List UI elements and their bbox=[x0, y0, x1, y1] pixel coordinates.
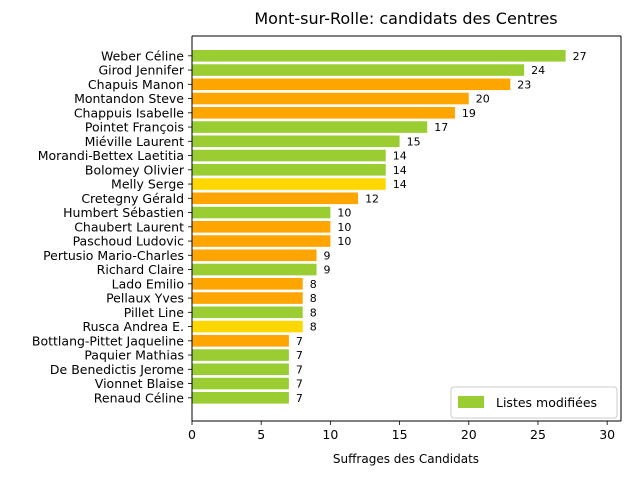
bar-value-label: 10 bbox=[337, 235, 351, 248]
bar bbox=[192, 292, 303, 304]
x-tick-label: 10 bbox=[322, 427, 338, 442]
bar-value-label: 15 bbox=[407, 135, 421, 148]
category-label: Cretegny Gérald bbox=[81, 191, 184, 206]
category-label: Bottlang-Pittet Jaqueline bbox=[32, 333, 184, 348]
bar bbox=[192, 206, 331, 219]
bar bbox=[192, 320, 303, 333]
legend: Listes modifiées bbox=[450, 386, 618, 419]
category-label: Paschoud Ludovic bbox=[73, 234, 185, 249]
x-tick-label: 20 bbox=[461, 427, 477, 442]
bar-value-label: 24 bbox=[531, 64, 545, 77]
bar-value-label: 10 bbox=[337, 221, 351, 234]
category-label: Lado Emilio bbox=[112, 276, 184, 291]
category-label: Pertusio Mario-Charles bbox=[43, 248, 184, 263]
bar-value-label: 7 bbox=[296, 392, 303, 405]
category-label: Vionnet Blaise bbox=[95, 376, 185, 391]
bar-value-label: 7 bbox=[296, 378, 303, 391]
bar bbox=[192, 221, 331, 233]
axes-layer: 0 5 10 15 20 25 30 bbox=[188, 35, 622, 442]
bar bbox=[192, 392, 289, 404]
bar bbox=[192, 64, 525, 76]
bar-value-label: 17 bbox=[434, 121, 448, 134]
category-label: Rusca Andrea E. bbox=[82, 319, 184, 334]
x-tick-label: 0 bbox=[188, 427, 196, 442]
bar bbox=[192, 178, 386, 190]
category-label: Girod Jennifer bbox=[98, 63, 184, 78]
chart-title: Mont-sur-Rolle: candidats des Centres bbox=[254, 9, 557, 28]
legend-swatch bbox=[458, 396, 484, 408]
category-label: Montandon Steve bbox=[74, 91, 184, 106]
bar bbox=[192, 50, 566, 62]
bar bbox=[192, 363, 289, 376]
bar-value-label: 8 bbox=[310, 278, 317, 291]
bar-value-label: 14 bbox=[393, 150, 407, 163]
category-label: Chappuis Isabelle bbox=[74, 105, 184, 120]
category-label: Morandi-Bettex Laetitia bbox=[38, 148, 184, 163]
bar bbox=[192, 349, 289, 361]
bar bbox=[192, 135, 400, 148]
bar-value-label: 7 bbox=[296, 363, 303, 376]
x-tick-label: 30 bbox=[599, 427, 615, 442]
bar bbox=[192, 263, 317, 276]
category-label: Melly Serge bbox=[111, 177, 184, 192]
bars-layer bbox=[192, 50, 566, 404]
category-label: Pointet François bbox=[85, 120, 184, 135]
bar-value-label: 14 bbox=[393, 178, 407, 191]
category-label: Chapuis Manon bbox=[88, 77, 184, 92]
bar bbox=[192, 192, 359, 205]
bar-value-label: 10 bbox=[337, 207, 351, 220]
bar bbox=[192, 235, 331, 247]
bar-value-label: 8 bbox=[310, 321, 317, 334]
category-label: Weber Céline bbox=[101, 48, 184, 63]
bar bbox=[192, 121, 428, 133]
bar bbox=[192, 249, 317, 262]
category-label: Miéville Laurent bbox=[85, 134, 184, 149]
bar bbox=[192, 278, 303, 290]
x-tick-label: 5 bbox=[257, 427, 265, 442]
x-tick-label: 25 bbox=[530, 427, 546, 442]
bar-value-label: 9 bbox=[324, 249, 331, 262]
bar-value-label: 9 bbox=[324, 264, 331, 277]
bar-value-label: 8 bbox=[310, 306, 317, 319]
bar bbox=[192, 335, 289, 347]
bar bbox=[192, 78, 511, 91]
bar-value-label: 23 bbox=[517, 78, 531, 91]
labels-layer: 27 Weber Céline 24 Girod Jennifer 23 Chapuis … bbox=[32, 48, 587, 405]
bar bbox=[192, 164, 386, 176]
category-label: Richard Claire bbox=[97, 262, 185, 277]
bar-value-label: 14 bbox=[393, 164, 407, 177]
category-label: Renaud Céline bbox=[94, 390, 185, 405]
x-axis-label: Suffrages des Candidats bbox=[333, 452, 479, 466]
bar bbox=[192, 306, 303, 319]
bar bbox=[192, 92, 469, 105]
category-label: De Benedictis Jerome bbox=[50, 362, 184, 377]
bar-value-label: 8 bbox=[310, 292, 317, 305]
legend-label: Listes modifiées bbox=[496, 395, 597, 410]
bar-value-label: 27 bbox=[573, 50, 587, 63]
category-label: Humbert Sébastien bbox=[63, 205, 184, 220]
bar bbox=[192, 377, 289, 390]
category-label: Chaubert Laurent bbox=[74, 219, 184, 234]
bar-value-label: 7 bbox=[296, 335, 303, 348]
category-label: Pillet Line bbox=[124, 305, 185, 320]
bar-value-label: 7 bbox=[296, 349, 303, 362]
bar-value-label: 12 bbox=[365, 192, 379, 205]
legend-box bbox=[450, 386, 618, 419]
bar bbox=[192, 149, 386, 162]
bar bbox=[192, 107, 455, 119]
category-label: Bolomey Olivier bbox=[85, 162, 185, 177]
bar-value-label: 20 bbox=[476, 93, 490, 106]
category-label: Paquier Mathias bbox=[84, 348, 184, 363]
x-tick-label: 15 bbox=[392, 427, 408, 442]
bar-value-label: 19 bbox=[462, 107, 476, 120]
category-label: Pellaux Yves bbox=[106, 291, 184, 306]
